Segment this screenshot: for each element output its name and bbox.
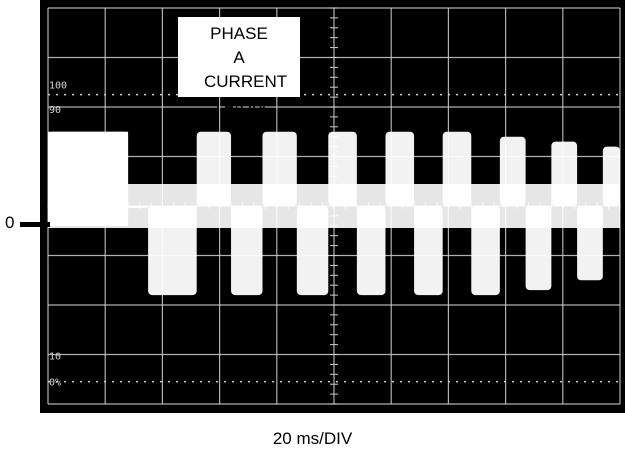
trace-pulse bbox=[356, 206, 386, 296]
graticule-label: 100 bbox=[49, 81, 67, 92]
trace-pulse bbox=[296, 206, 329, 296]
graticule-label: 90 bbox=[49, 105, 61, 116]
chart-title: PHASE A CURRENT bbox=[204, 24, 288, 91]
trace-initial-block bbox=[48, 131, 129, 226]
graticule-label: 0% bbox=[49, 378, 61, 389]
graticule-label: 10 bbox=[49, 351, 61, 362]
trace-pulse bbox=[148, 206, 197, 296]
trace-pulse bbox=[414, 206, 443, 296]
scale-label: 5 A/DIV bbox=[210, 96, 268, 115]
timebase-label: 20 ms/DIV bbox=[272, 429, 353, 448]
trace-pulse bbox=[471, 206, 500, 296]
oscilloscope-screen: 100 90 10 0% PHASE A CURRENT 5 A/DIV bbox=[40, 0, 625, 413]
zero-tick bbox=[20, 222, 50, 227]
scope-plot: 100 90 10 0% bbox=[47, 7, 621, 405]
trace-pulse bbox=[231, 206, 263, 296]
channel-label-box: PHASE A CURRENT 5 A/DIV bbox=[178, 17, 300, 115]
trace-zero-band bbox=[48, 184, 620, 228]
zero-label: 0 bbox=[5, 213, 15, 232]
